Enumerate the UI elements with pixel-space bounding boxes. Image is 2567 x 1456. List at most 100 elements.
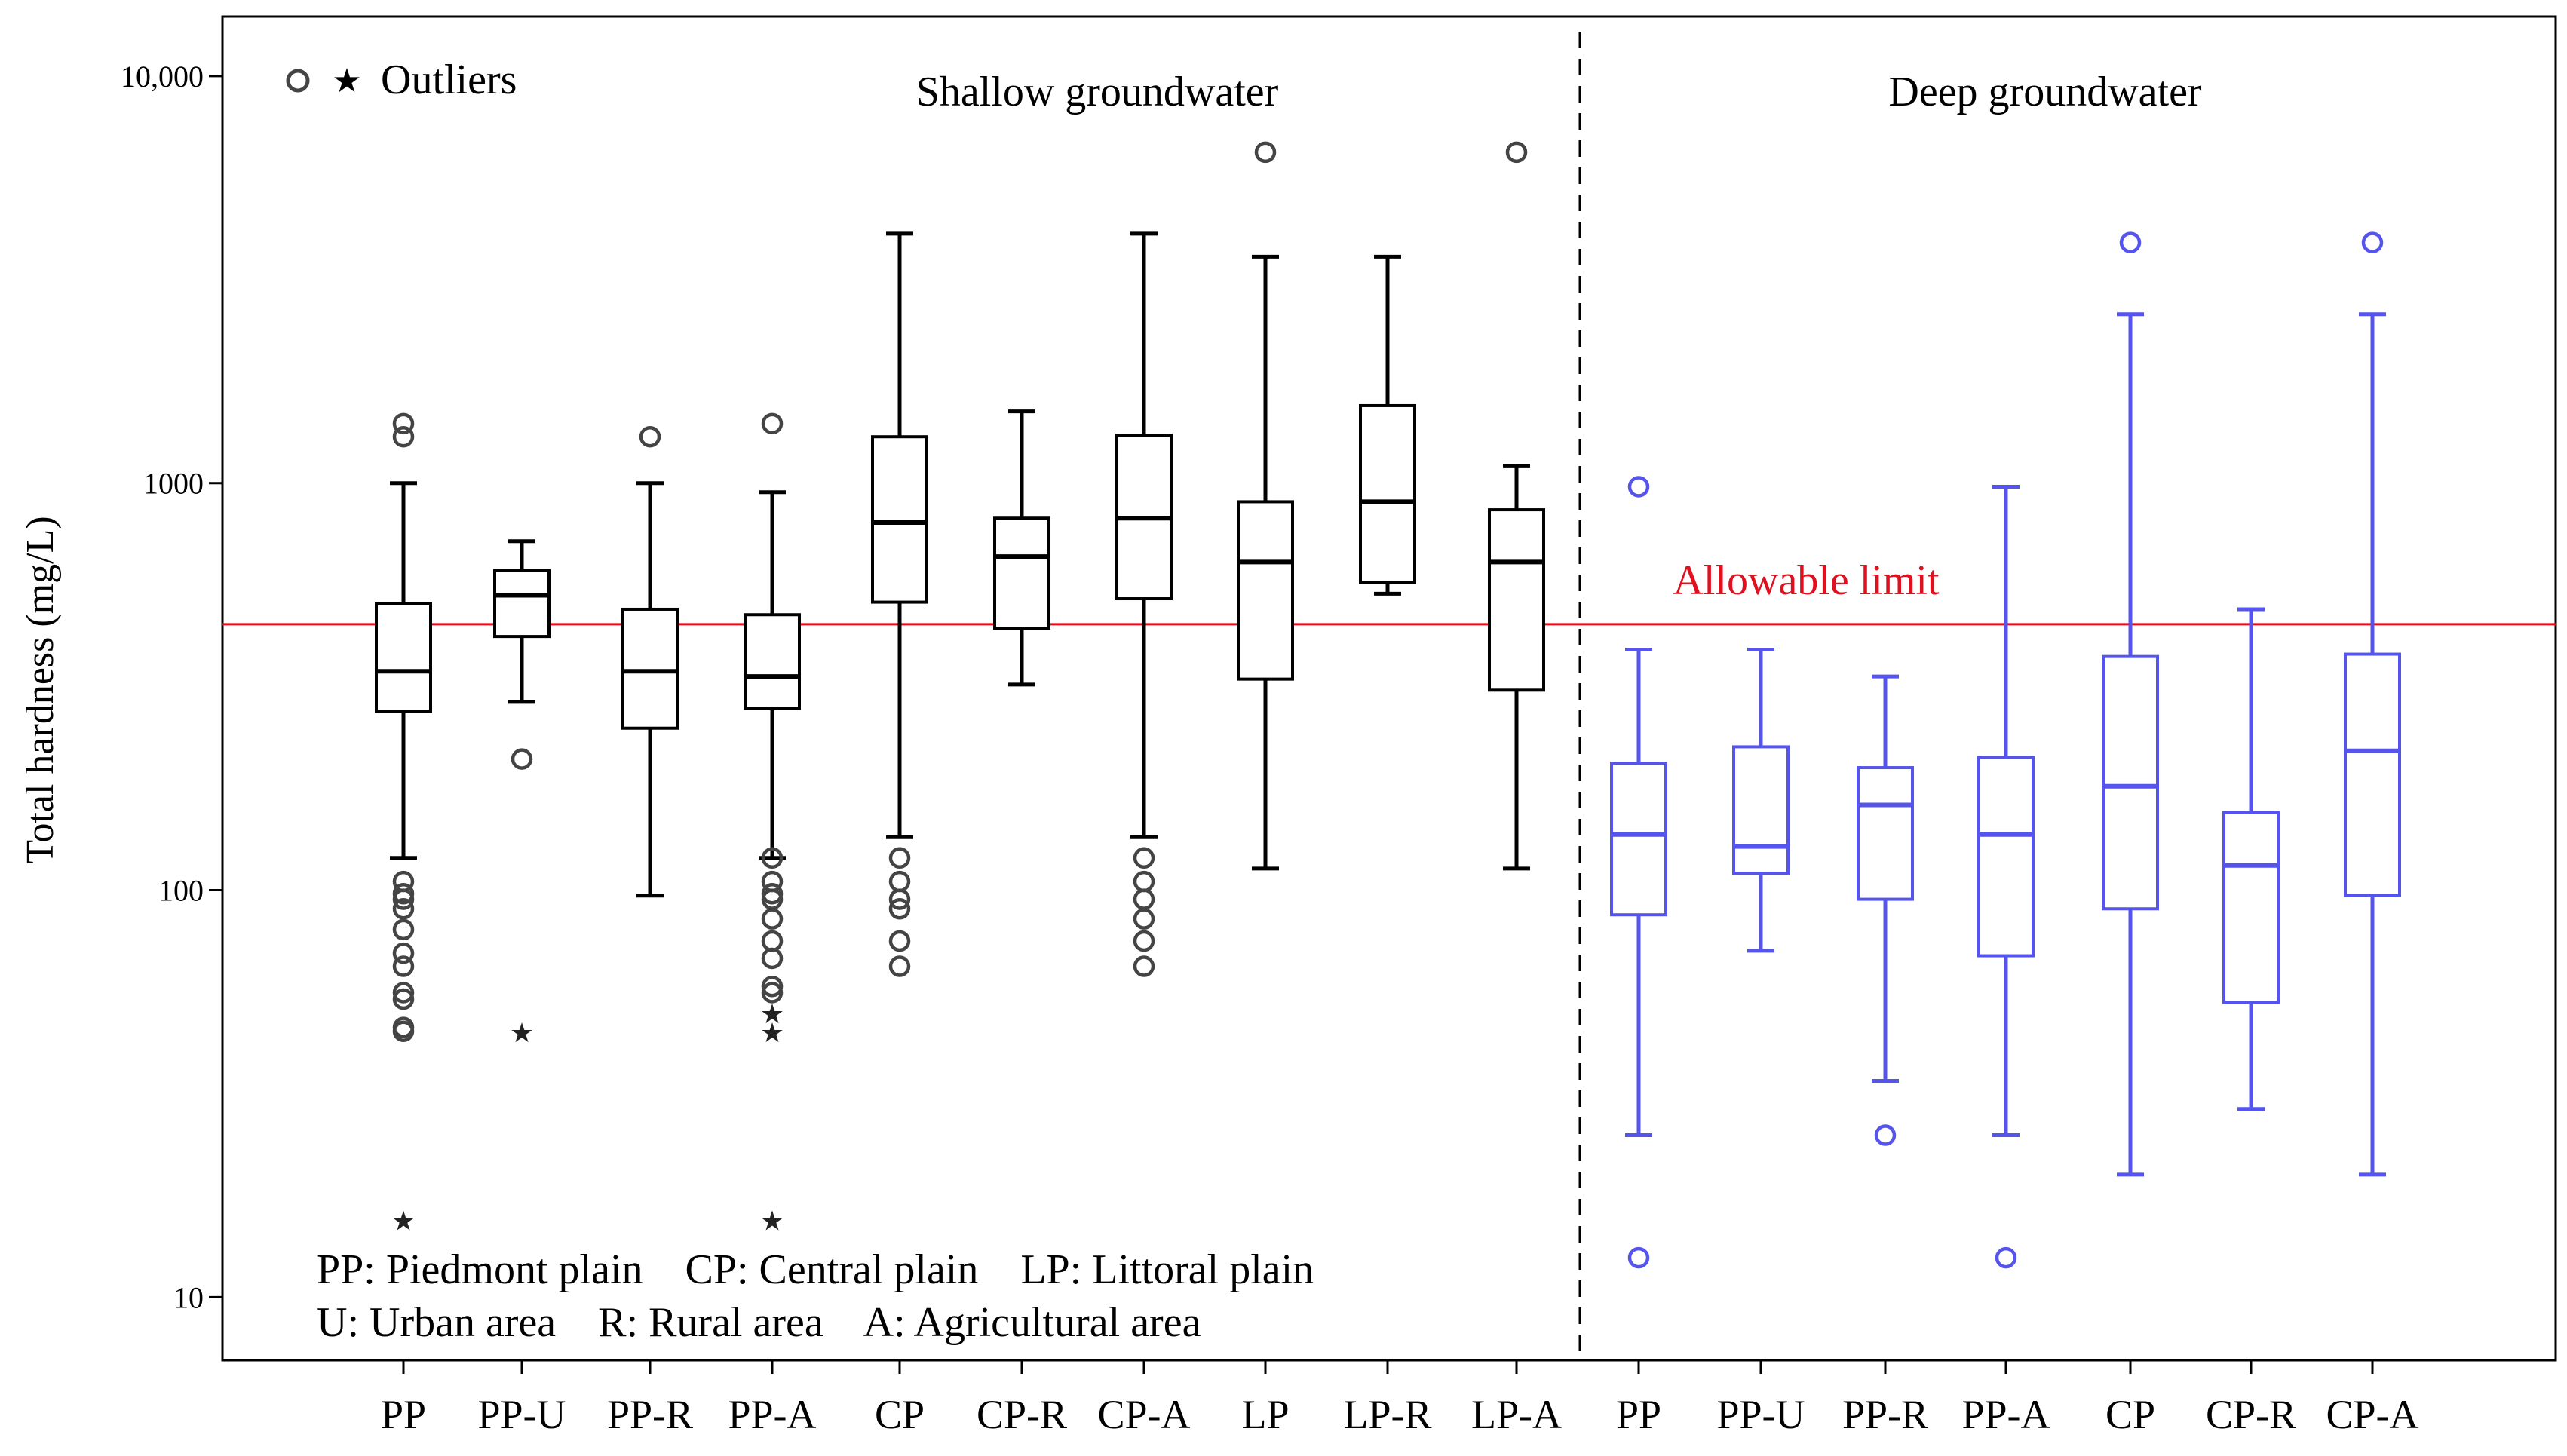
outlier-point <box>392 897 415 920</box>
iqr-box <box>993 516 1050 630</box>
x-tick-label: PP <box>1616 1392 1661 1437</box>
outlier-point <box>1874 1124 1897 1146</box>
allowable-limit-label: Allowable limit <box>1673 557 1940 604</box>
shallow-group-title: Shallow groundwater <box>916 69 1279 115</box>
iqr-box <box>1237 500 1294 681</box>
x-tick-label: LP <box>1241 1392 1289 1437</box>
outlier-point <box>392 888 415 910</box>
shallow-box-PP-U: ★ <box>493 539 551 1048</box>
outlier-point <box>761 982 784 1004</box>
shallow-box-CP-A <box>1115 231 1173 977</box>
outlier-point <box>392 982 415 1004</box>
iqr-box <box>621 607 679 730</box>
outlier-point <box>888 888 911 910</box>
x-tick-label: PP-U <box>477 1392 566 1437</box>
deep-box-CP-R <box>2222 607 2280 1111</box>
iqr-box <box>1977 756 2035 958</box>
outlier-point <box>1133 870 1155 893</box>
shallow-box-LP-A <box>1488 141 1545 871</box>
y-tick-label: 10 <box>173 1280 204 1314</box>
outlier-point <box>392 942 415 964</box>
outlier-point <box>1254 141 1277 164</box>
outlier-point <box>761 947 784 970</box>
legend: ★ Outliers <box>286 57 517 103</box>
outlier-point <box>761 847 784 869</box>
outlier-point <box>761 412 784 435</box>
shallow-box-PP: ★ <box>375 412 432 1237</box>
y-axis: 10 100 1000 10,000 <box>121 60 222 1314</box>
x-tick-label: CP-R <box>977 1392 1067 1437</box>
x-axis: PP PP-U PP-R PP-A CP CP-R CP-A LP LP-R LP-A PP PP-U… <box>381 1360 2419 1437</box>
outlier-point <box>888 955 911 977</box>
outlier-point <box>1133 847 1155 869</box>
x-tick-label: CP <box>2105 1392 2155 1437</box>
outlier-point <box>761 930 784 952</box>
x-tick-label: PP-R <box>1842 1392 1928 1437</box>
x-tick-label: CP-A <box>2326 1392 2418 1437</box>
shallow-box-LP-R <box>1359 254 1416 596</box>
deep-box-PP-A <box>1977 484 2035 1269</box>
x-tick-label: PP-A <box>1961 1392 2050 1437</box>
outlier-point <box>392 412 415 435</box>
iqr-box <box>2344 652 2401 897</box>
outlier-point <box>761 908 784 930</box>
x-tick-label: CP-R <box>2206 1392 2296 1437</box>
deep-box-CP-A <box>2344 231 2401 1177</box>
iqr-box <box>1857 766 1914 901</box>
outlier-point <box>888 870 911 893</box>
outlier-point <box>392 1020 415 1043</box>
x-tick-label: CP-A <box>1097 1392 1190 1437</box>
iqr-box <box>1488 508 1545 692</box>
x-tick-label: PP <box>381 1392 426 1437</box>
shallow-box-CP <box>871 231 928 977</box>
outlier-point <box>392 918 415 941</box>
legend-circle-outlier-marker <box>286 69 310 93</box>
outlier-point <box>888 847 911 869</box>
box-series: ★★★★★ <box>375 141 2401 1269</box>
iqr-box <box>744 613 801 710</box>
extreme-point: ★ <box>760 1206 784 1237</box>
extreme-point: ★ <box>391 1206 416 1237</box>
outlier-point <box>639 425 661 448</box>
outlier-point <box>1133 888 1155 910</box>
iqr-box <box>1359 403 1416 584</box>
x-tick-label: PP-A <box>728 1392 816 1437</box>
y-tick-label: 10,000 <box>121 60 204 93</box>
outlier-point <box>1627 476 1650 498</box>
shallow-box-PP-A: ★★★ <box>744 412 801 1237</box>
y-axis-label: Total hardness (mg/L) <box>19 516 62 863</box>
iqr-box <box>1610 762 1667 917</box>
iqr-box <box>2102 654 2159 911</box>
shallow-box-CP-R <box>993 409 1050 687</box>
outlier-point <box>392 425 415 448</box>
x-tick-label: LP-R <box>1343 1392 1431 1437</box>
abbreviation-note-2: U: Urban area R: Rural area A: Agricultu… <box>317 1299 1201 1346</box>
y-tick-label: 100 <box>158 874 204 908</box>
extreme-point: ★ <box>760 999 784 1029</box>
iqr-box <box>493 569 551 639</box>
outlier-point <box>761 976 784 998</box>
outlier-point <box>1505 141 1528 164</box>
x-tick-label: CP <box>875 1392 925 1437</box>
outlier-point <box>1995 1246 2017 1269</box>
deep-box-PP <box>1610 476 1667 1269</box>
outlier-point <box>1133 930 1155 952</box>
outlier-point <box>2119 231 2142 253</box>
plot-frame <box>221 15 2557 1362</box>
abbreviation-note-1: PP: Piedmont plain CP: Central plain LP:… <box>317 1246 1314 1293</box>
iqr-box <box>1732 745 1790 875</box>
x-tick-label: PP-R <box>607 1392 693 1437</box>
outlier-point <box>392 988 415 1010</box>
outlier-point <box>1133 908 1155 930</box>
iqr-box <box>375 602 432 713</box>
outlier-point <box>511 748 533 770</box>
iqr-box <box>2222 811 2280 1004</box>
outlier-point <box>888 930 911 952</box>
shallow-box-PP-R <box>621 425 679 898</box>
extreme-point: ★ <box>510 1018 534 1048</box>
outlier-point <box>2361 231 2384 253</box>
deep-group-title: Deep groundwater <box>1888 69 2202 115</box>
extreme-point: ★ <box>760 1018 784 1048</box>
x-tick-label: PP-U <box>1716 1392 1805 1437</box>
